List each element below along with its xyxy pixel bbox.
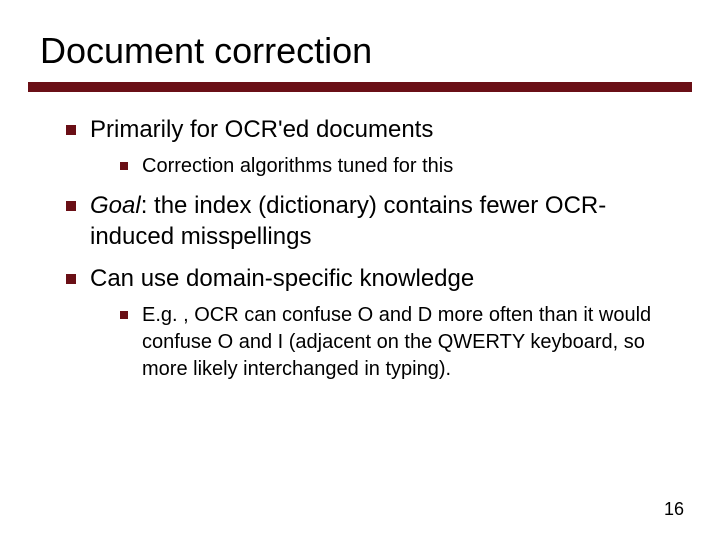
bullet-lvl2: E.g. , OCR can confuse O and D more ofte… [114, 302, 670, 383]
title-underline [28, 82, 692, 92]
bullet-text: Correction algorithms tuned for this [142, 155, 453, 177]
bullet-list-lvl2: E.g. , OCR can confuse O and D more ofte… [90, 302, 670, 383]
slide: { "title": "Document correction", "bulle… [0, 0, 720, 540]
slide-title: Document correction [40, 30, 680, 72]
bullet-prefix-italic: Goal [90, 192, 141, 219]
bullet-text: : the index (dictionary) contains fewer … [90, 192, 606, 250]
bullet-lvl1: Primarily for OCR'ed documents Correctio… [60, 114, 670, 180]
bullet-text: Can use domain-specific knowledge [90, 265, 474, 292]
bullet-list-lvl2: Correction algorithms tuned for this [90, 153, 670, 180]
bullet-list-lvl1: Primarily for OCR'ed documents Correctio… [60, 114, 670, 383]
bullet-text: E.g. , OCR can confuse O and D more ofte… [142, 304, 651, 380]
bullet-text: Primarily for OCR'ed documents [90, 116, 433, 143]
page-number: 16 [664, 499, 684, 520]
bullet-lvl1: Goal: the index (dictionary) contains fe… [60, 190, 670, 252]
bullet-lvl1: Can use domain-specific knowledge E.g. ,… [60, 263, 670, 383]
slide-content: Primarily for OCR'ed documents Correctio… [40, 92, 680, 383]
bullet-lvl2: Correction algorithms tuned for this [114, 153, 670, 180]
